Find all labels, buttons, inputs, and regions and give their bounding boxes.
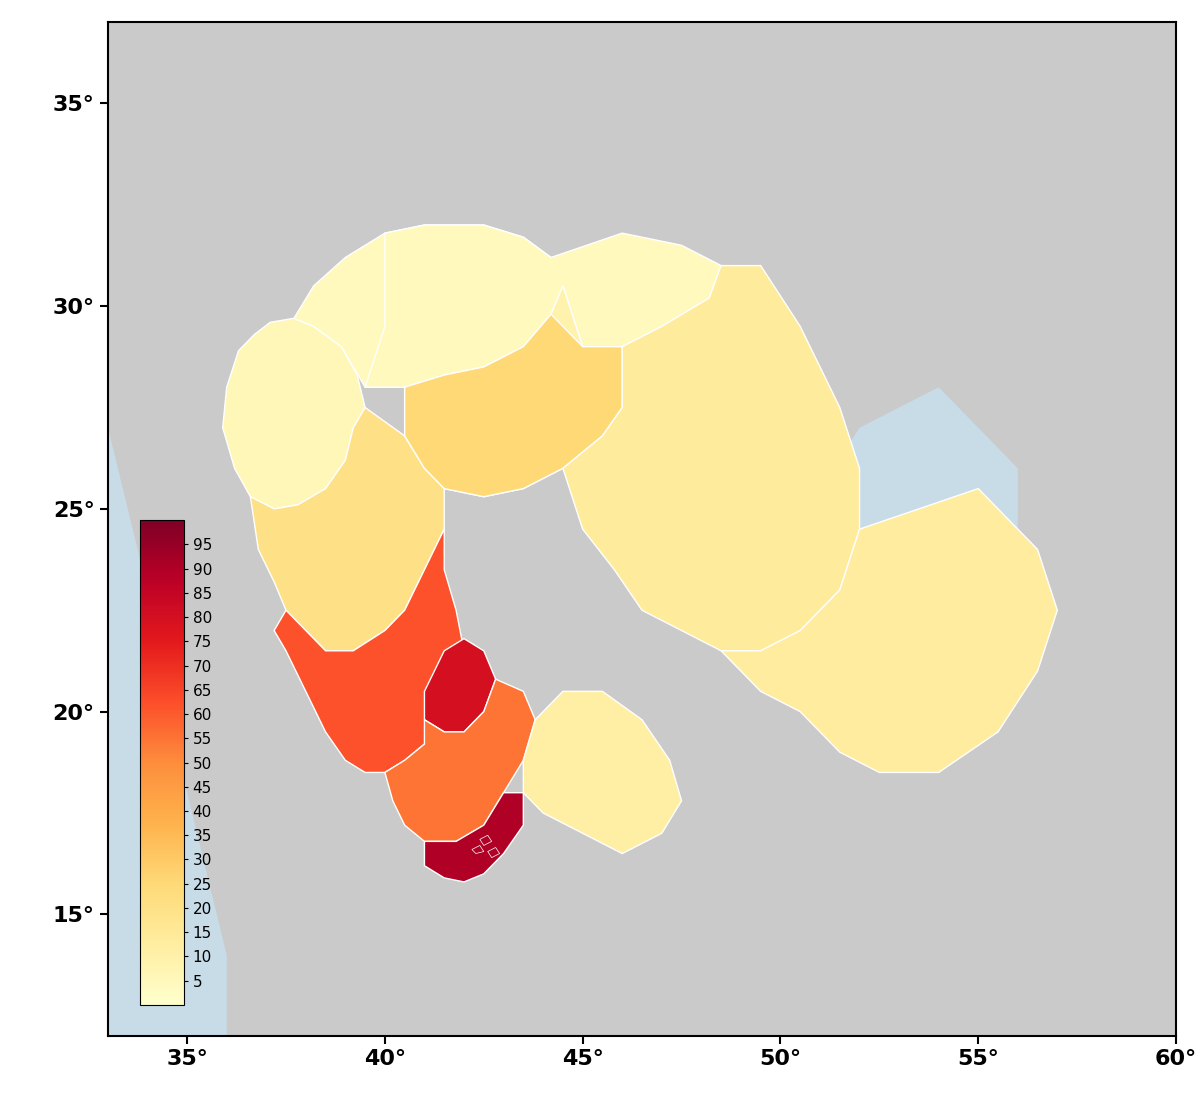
Polygon shape bbox=[701, 388, 1018, 631]
Polygon shape bbox=[480, 836, 492, 846]
Polygon shape bbox=[425, 793, 523, 882]
Polygon shape bbox=[721, 489, 1057, 772]
Polygon shape bbox=[274, 529, 464, 772]
Polygon shape bbox=[523, 692, 682, 853]
Polygon shape bbox=[487, 848, 499, 858]
Polygon shape bbox=[404, 286, 623, 497]
Polygon shape bbox=[365, 225, 721, 388]
Polygon shape bbox=[251, 408, 444, 651]
Polygon shape bbox=[563, 265, 859, 651]
Polygon shape bbox=[385, 680, 535, 841]
Polygon shape bbox=[68, 22, 227, 1036]
Polygon shape bbox=[404, 314, 623, 497]
Polygon shape bbox=[108, 22, 1176, 1036]
Polygon shape bbox=[472, 846, 484, 853]
Polygon shape bbox=[425, 638, 496, 732]
Polygon shape bbox=[294, 225, 563, 388]
Polygon shape bbox=[223, 319, 365, 509]
